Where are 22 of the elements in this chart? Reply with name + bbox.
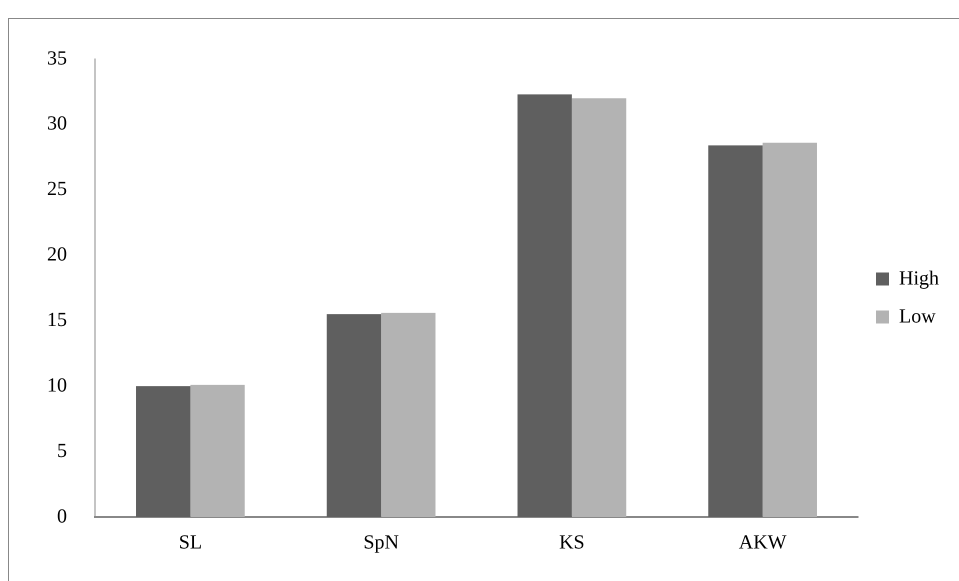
y-tick-label: 30 bbox=[47, 112, 67, 135]
x-tick-label: SpN bbox=[363, 531, 399, 554]
y-tick-label: 10 bbox=[47, 374, 67, 396]
bar bbox=[572, 98, 626, 517]
bar bbox=[381, 312, 436, 517]
y-tick-label: 0 bbox=[57, 505, 67, 528]
x-tick-label: SL bbox=[178, 531, 202, 554]
bar bbox=[708, 145, 763, 517]
y-tick-label: 15 bbox=[47, 308, 67, 331]
bar bbox=[190, 384, 245, 517]
bar bbox=[518, 94, 572, 517]
legend-label: Low bbox=[899, 305, 936, 328]
y-tick-label: 5 bbox=[57, 440, 67, 462]
bar bbox=[762, 142, 817, 517]
x-tick-label: KS bbox=[559, 531, 585, 554]
legend-label: High bbox=[899, 267, 939, 290]
x-tick-label: AKW bbox=[738, 531, 787, 554]
y-tick-label: 35 bbox=[47, 47, 67, 70]
y-tick-label: 25 bbox=[47, 178, 67, 200]
bar bbox=[326, 314, 382, 517]
bar bbox=[136, 386, 190, 517]
y-tick-label: 20 bbox=[47, 244, 67, 266]
